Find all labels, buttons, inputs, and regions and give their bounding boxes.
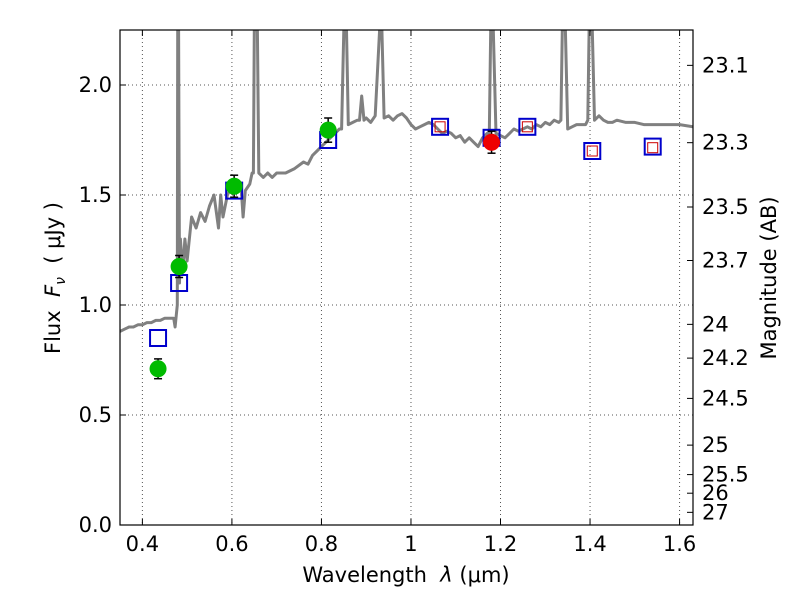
y-axis-label: Flux Fν ( μJy ) <box>41 202 69 354</box>
nir-limit-square <box>647 142 659 154</box>
photometry-markers <box>149 117 662 380</box>
model-photometry-square <box>149 329 168 347</box>
y-tick-label: 0.0 <box>79 513 112 537</box>
x-tick-label: 0.6 <box>215 532 248 556</box>
x-axis-ticks: 0.4 0.6 0.8 1 1.2 1.4 1.6 <box>126 30 696 556</box>
magnitude-tick-label: 24.2 <box>702 346 749 370</box>
nir-limit-square <box>586 145 598 157</box>
model-photometry-square <box>518 117 537 136</box>
x-axis-label: Wavelength λ (μm) <box>302 563 509 587</box>
y-tick-label: 2.0 <box>79 73 112 97</box>
magnitude-tick-label: 25.5 <box>702 463 749 487</box>
model-photometry-square <box>431 117 450 136</box>
magnitude-tick-label: 23.5 <box>702 195 749 219</box>
nir-limit-square <box>434 121 446 133</box>
magnitude-tick-label: 23.3 <box>702 131 749 155</box>
magnitude-tick-label: 23.7 <box>702 249 749 273</box>
magnitude-tick-label: 27 <box>702 500 729 524</box>
y-tick-label: 1.5 <box>79 183 112 207</box>
nir-limit-square <box>521 121 533 133</box>
magnitude-tick-label: 24.5 <box>702 386 749 410</box>
y-tick-label: 1.0 <box>79 293 112 317</box>
x-tick-label: 0.8 <box>305 532 338 556</box>
x-tick-label: 1.2 <box>484 532 517 556</box>
x-tick-label: 1.6 <box>663 532 696 556</box>
model-photometry-square <box>643 137 662 156</box>
y-axis-ticks: 0.0 0.5 1.0 1.5 2.0 <box>79 73 126 537</box>
nir-detection-point <box>483 133 501 151</box>
optical-detection-point <box>170 258 188 275</box>
grid-lines <box>120 30 693 526</box>
magnitude-tick-label: 24 <box>702 312 729 336</box>
x-tick-label: 0.4 <box>126 532 159 556</box>
plot-frame <box>119 29 694 526</box>
x-tick-label: 1.4 <box>573 532 606 556</box>
optical-detection-point <box>319 121 337 139</box>
y-tick-label: 0.5 <box>79 403 112 427</box>
x-tick-label: 1 <box>404 532 417 556</box>
optical-detection-point <box>149 360 167 378</box>
model-spectrum-line <box>120 30 693 333</box>
optical-detection-point <box>225 177 243 195</box>
magnitude-tick-label: 23.1 <box>702 53 749 77</box>
magnitude-tick-label: 25 <box>702 433 729 457</box>
magnitude-tick-label: 26 <box>702 481 729 505</box>
model-photometry-square <box>583 142 602 160</box>
magnitude-axis-label: Magnitude (AB) <box>757 196 781 359</box>
